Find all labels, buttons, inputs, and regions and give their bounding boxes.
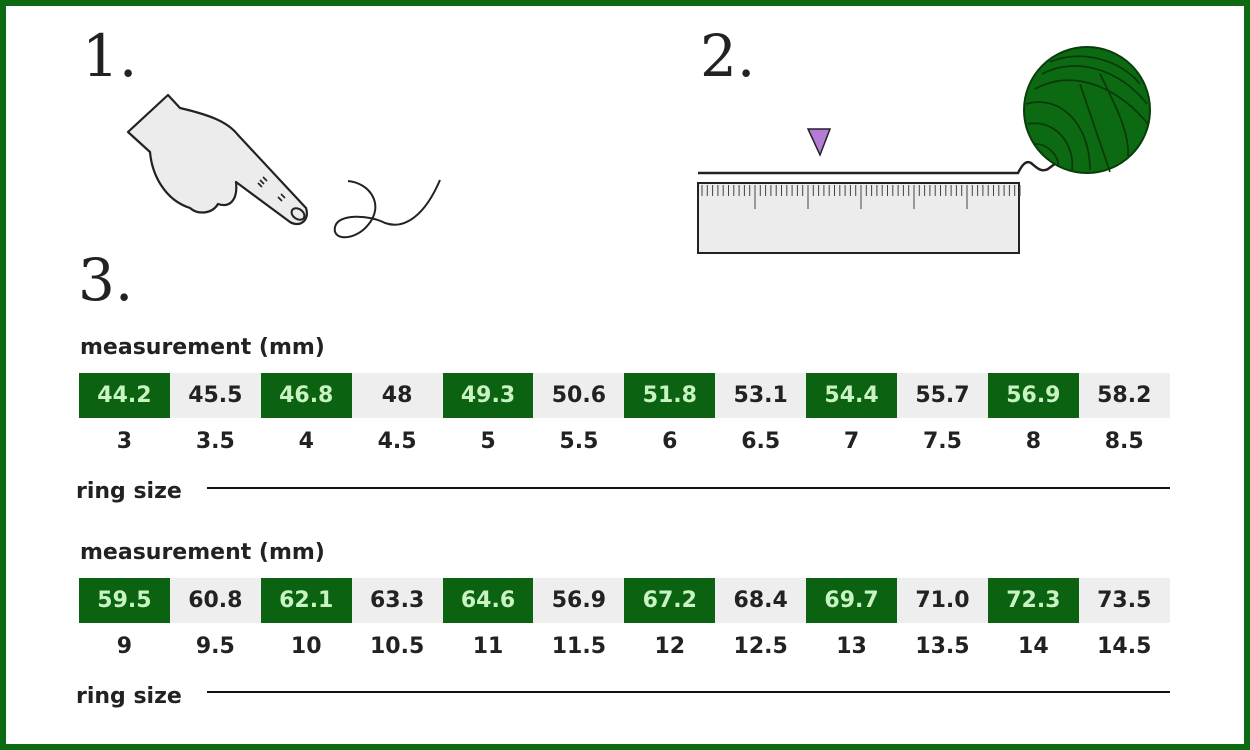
step-3-number: 3. — [78, 246, 134, 314]
measurement-cell: 48 — [381, 383, 413, 408]
ruler-icon — [697, 128, 1057, 254]
ring-size-cell: 7.5 — [922, 429, 962, 454]
ring-size-label: ring size — [76, 479, 182, 504]
measurement-cell: 58.2 — [1097, 383, 1152, 408]
measurement-cell: 53.1 — [733, 383, 788, 408]
divider-line — [207, 691, 1170, 693]
measurement-cell: 71.0 — [915, 588, 970, 613]
measurement-row: 44.2 45.5 46.8 48 49.3 50.6 51.8 53.1 54.4 55.7 56… — [79, 373, 1170, 418]
measurement-cell: 44.2 — [79, 373, 170, 418]
measurement-cell: 45.5 — [188, 383, 243, 408]
ring-size-cell: 10.5 — [369, 634, 425, 659]
thread-icon — [333, 179, 441, 239]
measurement-cell: 67.2 — [624, 578, 716, 623]
divider-line — [207, 487, 1170, 489]
measurement-cell: 46.8 — [260, 373, 352, 418]
yarn-ball-icon — [1023, 46, 1151, 174]
ring-size-cell: 11 — [472, 634, 504, 659]
step-1-number: 1. — [82, 22, 138, 90]
measurement-cell: 56.9 — [987, 373, 1079, 418]
ring-size-row: 9 9.5 10 10.5 11 11.5 12 12.5 13 13.5 14 14.5 — [79, 634, 1170, 659]
ring-size-cell: 8.5 — [1104, 429, 1144, 454]
measurement-cell: 60.8 — [188, 588, 243, 613]
measurement-cell: 56.9 — [551, 588, 607, 613]
measurement-cell: 55.7 — [915, 383, 970, 408]
ring-size-cell: 4 — [298, 429, 314, 454]
pointing-hand-icon — [126, 93, 308, 226]
ring-size-cell: 6.5 — [741, 429, 781, 454]
measurement-cell: 64.6 — [442, 578, 534, 623]
measurement-cell: 50.6 — [551, 383, 607, 408]
measurement-row: 59.5 60.8 62.1 63.3 64.6 56.9 67.2 68.4 69.7 71.0… — [79, 578, 1170, 623]
measurement-cell: 54.4 — [806, 373, 898, 418]
ring-size-cell: 8 — [1025, 429, 1041, 454]
ring-size-cell: 10 — [290, 634, 322, 659]
measurement-label: measurement (mm) — [80, 335, 325, 360]
measurement-cell: 72.3 — [987, 578, 1079, 623]
ring-size-cell: 11.5 — [551, 634, 607, 659]
ring-size-cell: 4.5 — [377, 429, 417, 454]
ring-size-cell: 7 — [843, 429, 860, 454]
ring-size-cell: 5 — [480, 429, 496, 454]
ring-size-cell: 3.5 — [195, 429, 235, 454]
measurement-cell: 59.5 — [79, 578, 170, 623]
measurement-cell: 68.4 — [733, 588, 788, 613]
measurement-cell: 73.5 — [1097, 588, 1152, 613]
ring-size-cell: 12.5 — [733, 634, 788, 659]
step-2-number: 2. — [700, 22, 756, 90]
ring-size-cell: 3 — [116, 429, 133, 454]
ring-size-row: 3 3.5 4 4.5 5 5.5 6 6.5 7 7.5 8 8.5 — [79, 429, 1170, 454]
measurement-cell: 63.3 — [369, 588, 425, 613]
ring-size-cell: 6 — [662, 429, 678, 454]
measurement-cell: 49.3 — [442, 373, 534, 418]
ring-size-label: ring size — [76, 684, 182, 709]
ring-size-cell: 13.5 — [915, 634, 970, 659]
ring-size-cell: 12 — [654, 634, 686, 659]
measurement-cell: 69.7 — [806, 578, 898, 623]
marker-arrow-icon — [806, 128, 832, 157]
ring-size-cell: 9.5 — [195, 634, 235, 659]
measurement-cell: 62.1 — [260, 578, 352, 623]
ring-size-cell: 14.5 — [1097, 634, 1152, 659]
measurement-label: measurement (mm) — [80, 540, 325, 565]
measurement-cell: 51.8 — [624, 373, 716, 418]
ring-size-cell: 14 — [1018, 634, 1049, 659]
ring-size-cell: 5.5 — [559, 429, 599, 454]
ring-size-cell: 9 — [116, 634, 133, 659]
ring-size-cell: 13 — [836, 634, 867, 659]
